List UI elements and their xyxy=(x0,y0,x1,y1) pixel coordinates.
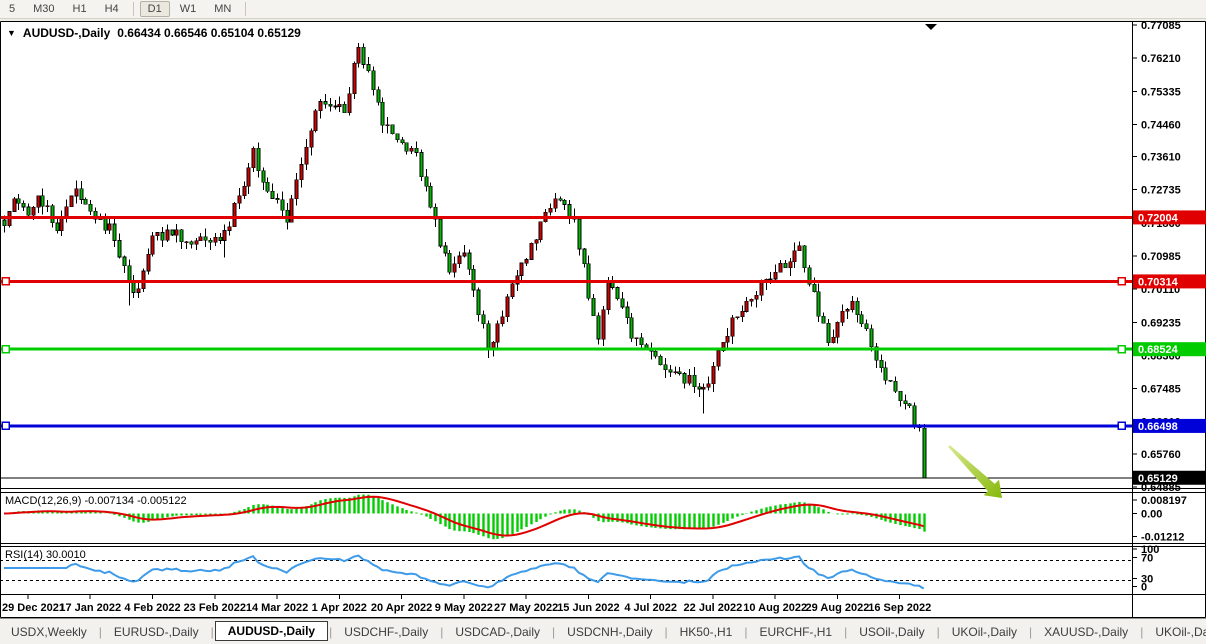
chart-tab-bar: USDX,Weekly | EURUSD-,Daily | AUDUSD-,Daily |… xyxy=(0,618,1206,644)
chart-tab-usdx-weekly[interactable]: USDX,Weekly xyxy=(11,624,87,639)
macd-indicator xyxy=(3,494,926,540)
svg-text:27 May 2022: 27 May 2022 xyxy=(494,602,558,614)
chart-symbol-label: AUDUSD-,Daily xyxy=(22,26,111,40)
tab-separator: | xyxy=(210,624,214,639)
tab-separator: | xyxy=(329,624,333,639)
svg-text:0.008197: 0.008197 xyxy=(1141,495,1187,507)
chart-tab-audusd-daily[interactable]: AUDUSD-,Daily xyxy=(214,620,329,641)
svg-text:20 Apr 2022: 20 Apr 2022 xyxy=(371,602,432,614)
svg-text:0.72735: 0.72735 xyxy=(1141,185,1181,197)
svg-text:0.64885: 0.64885 xyxy=(1141,482,1181,494)
svg-text:17 Jan 2022: 17 Jan 2022 xyxy=(59,602,121,614)
svg-text:0.65129: 0.65129 xyxy=(1138,473,1178,485)
svg-text:100: 100 xyxy=(1141,544,1159,556)
svg-text:0.72004: 0.72004 xyxy=(1138,212,1179,224)
svg-text:23 Feb 2022: 23 Feb 2022 xyxy=(184,602,246,614)
timeframe-button-m30[interactable]: M30 xyxy=(33,3,55,15)
svg-text:0: 0 xyxy=(1141,582,1147,594)
timeframe-button-d1[interactable]: D1 xyxy=(139,1,170,17)
toolbar-separator xyxy=(132,2,134,16)
chart-canvas[interactable]: 0.77085 0.76210 0.75335 0.74460 0.73610 0.727… xyxy=(0,21,1206,618)
svg-text:16 Sep 2022: 16 Sep 2022 xyxy=(868,602,931,614)
svg-text:0.65760: 0.65760 xyxy=(1141,449,1181,461)
current-price-label-box xyxy=(1133,470,1206,485)
chart-tab-eurchf-h1[interactable]: EURCHF-,H1 xyxy=(759,624,833,639)
tab-separator: | xyxy=(1140,624,1144,639)
svg-text:0.68524: 0.68524 xyxy=(1138,344,1179,356)
timeframe-button-mn[interactable]: MN xyxy=(214,3,232,15)
svg-text:1 Apr 2022: 1 Apr 2022 xyxy=(312,602,367,614)
svg-text:70: 70 xyxy=(1141,553,1153,565)
chart-ohlc-values: 0.66434 0.66546 0.65104 0.65129 xyxy=(117,26,301,40)
chart-tab-hk50-h1[interactable]: HK50-,H1 xyxy=(679,624,733,639)
svg-text:0.00: 0.00 xyxy=(1141,509,1162,521)
rsi-indicator-label: RSI(14) 30.0010 xyxy=(5,549,86,561)
svg-text:10 Aug 2022: 10 Aug 2022 xyxy=(743,602,807,614)
svg-text:9 May 2022: 9 May 2022 xyxy=(435,602,493,614)
timeframe-button-h1[interactable]: H1 xyxy=(72,3,87,15)
svg-text:0.76210: 0.76210 xyxy=(1141,53,1181,65)
down-arrow-annotation[interactable] xyxy=(948,445,1002,498)
tab-separator: | xyxy=(440,624,444,639)
chart-tab-usdchf-daily[interactable]: USDCHF-,Daily xyxy=(344,624,429,639)
tab-separator: | xyxy=(1029,624,1033,639)
chart-title: ▼ AUDUSD-,Daily 0.66434 0.66546 0.65104 … xyxy=(7,26,301,40)
chart-shift-marker-icon[interactable] xyxy=(925,24,937,30)
svg-text:29 Aug 2022: 29 Aug 2022 xyxy=(806,602,870,614)
svg-text:29 Dec 2021: 29 Dec 2021 xyxy=(2,602,65,614)
svg-text:0.69235: 0.69235 xyxy=(1141,317,1181,329)
tab-separator: | xyxy=(744,624,748,639)
candlestick-series xyxy=(2,43,927,479)
svg-text:0.77085: 0.77085 xyxy=(1141,21,1181,32)
horizontal-line-objects[interactable] xyxy=(0,215,1132,431)
symbol-dropdown-icon[interactable]: ▼ xyxy=(7,28,16,38)
svg-text:22 Jul 2022: 22 Jul 2022 xyxy=(684,602,743,614)
chart-tab-xauusd-daily[interactable]: XAUUSD-,Daily xyxy=(1044,624,1129,639)
chart-tab-usoil-daily[interactable]: USOil-,Daily xyxy=(859,624,925,639)
svg-text:0.70314: 0.70314 xyxy=(1138,276,1179,288)
svg-text:0.73610: 0.73610 xyxy=(1141,152,1181,164)
tab-separator: | xyxy=(98,624,102,639)
chart-tab-ukoil-da[interactable]: UKOil-,Da xyxy=(1155,624,1206,639)
price-axis: 0.77085 0.76210 0.75335 0.74460 0.73610 0.727… xyxy=(1132,21,1187,594)
svg-text:4 Jul 2022: 4 Jul 2022 xyxy=(624,602,677,614)
tab-separator: | xyxy=(664,624,668,639)
timeframe-button-5[interactable]: 5 xyxy=(9,3,16,15)
svg-text:0.74460: 0.74460 xyxy=(1141,119,1181,131)
toolbar-separator xyxy=(245,2,247,16)
chart-tab-ukoil-daily[interactable]: UKOil-,Daily xyxy=(951,624,1018,639)
timeframe-button-w1[interactable]: W1 xyxy=(179,3,197,15)
tab-separator: | xyxy=(936,624,940,639)
svg-text:14 Mar 2022: 14 Mar 2022 xyxy=(246,602,308,614)
svg-text:-0.01212: -0.01212 xyxy=(1141,532,1184,544)
chart-window: 0.77085 0.76210 0.75335 0.74460 0.73610 0.727… xyxy=(0,21,1206,618)
svg-text:0.75335: 0.75335 xyxy=(1141,86,1181,98)
chart-tab-eurusd-daily[interactable]: EURUSD-,Daily xyxy=(113,624,199,639)
svg-text:0.66498: 0.66498 xyxy=(1138,421,1178,433)
rsi-indicator xyxy=(1,554,1131,590)
macd-indicator-label: MACD(12,26,9) -0.007134 -0.005122 xyxy=(5,495,187,507)
timeframe-button-h4[interactable]: H4 xyxy=(104,3,119,15)
timeframe-toolbar: 5 M30 H1 H4 D1 W1 MN xyxy=(0,0,1206,19)
tab-separator: | xyxy=(844,624,848,639)
svg-text:4 Feb 2022: 4 Feb 2022 xyxy=(124,602,180,614)
svg-text:15 Jun 2022: 15 Jun 2022 xyxy=(557,602,619,614)
chart-tab-usdcad-daily[interactable]: USDCAD-,Daily xyxy=(455,624,541,639)
svg-text:0.67485: 0.67485 xyxy=(1141,384,1181,396)
price-line-labels: 0.72004 0.70314 0.68524 0.66498 0.65129 xyxy=(1133,210,1206,485)
svg-text:0.70985: 0.70985 xyxy=(1141,251,1181,263)
panel-borders xyxy=(0,21,1206,618)
tab-separator: | xyxy=(552,624,556,639)
chart-tab-usdcnh-daily[interactable]: USDCNH-,Daily xyxy=(567,624,653,639)
svg-text:30: 30 xyxy=(1141,574,1153,586)
